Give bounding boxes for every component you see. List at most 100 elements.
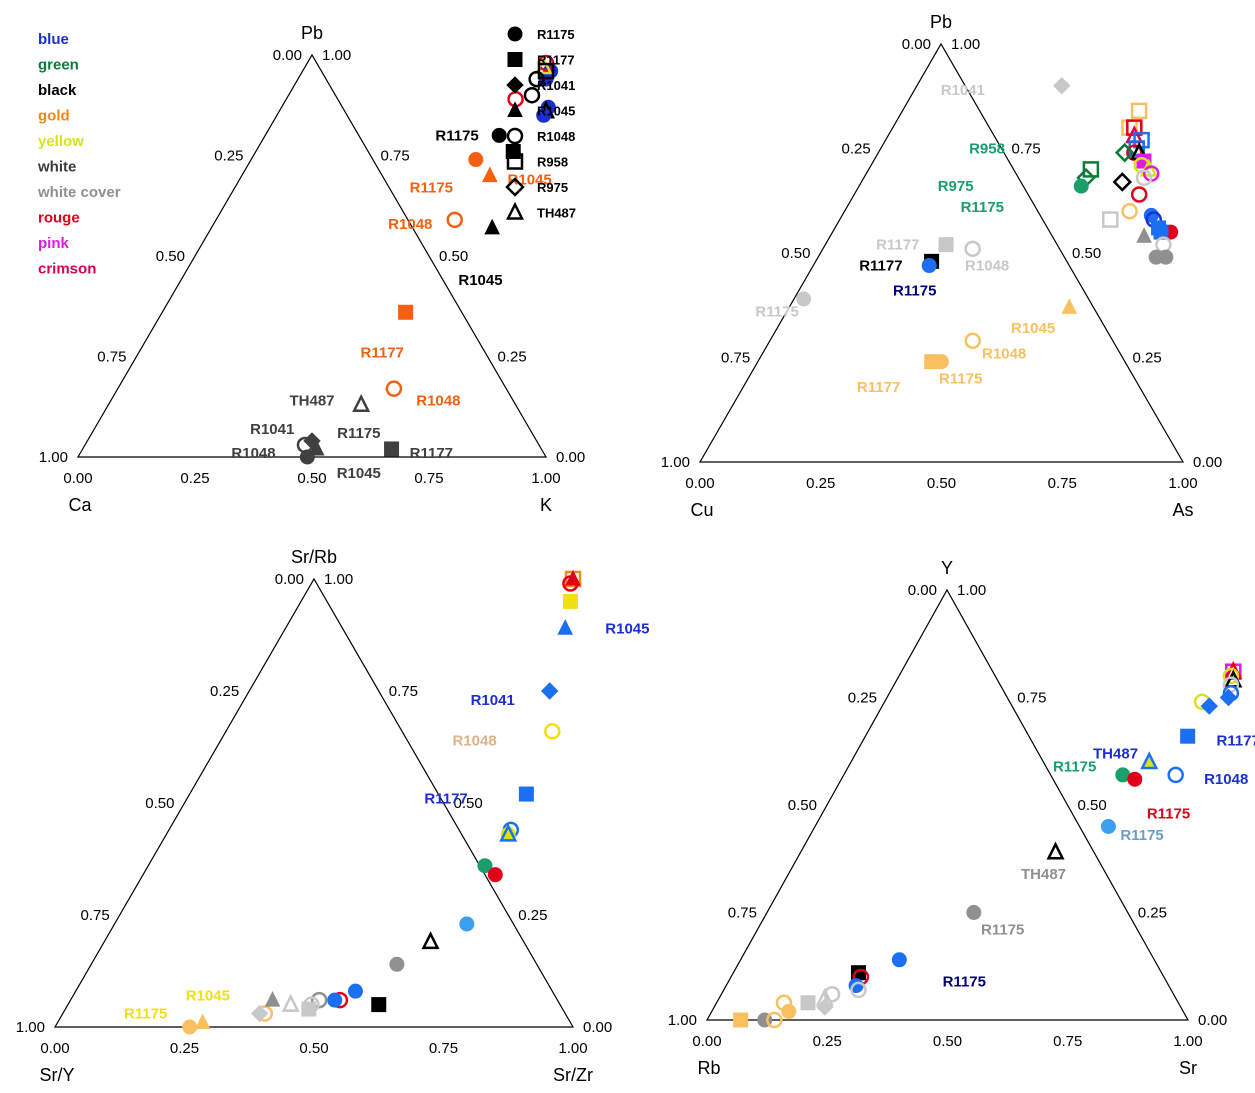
data-point-circle <box>1222 667 1240 685</box>
point-label: R1175 <box>939 370 982 387</box>
symbol-legend-label: R975 <box>537 180 568 195</box>
right-tick-label: 0.75 <box>381 148 410 165</box>
point-label: R1048 <box>452 732 496 749</box>
symbol-legend-label: R1177 <box>537 53 575 68</box>
base-tick-label: 0.25 <box>170 1040 199 1057</box>
base-tick-label: 0.50 <box>927 475 956 492</box>
base-tick-label: 1.00 <box>1173 1033 1202 1050</box>
color-legend-entry-gold: gold <box>38 108 70 125</box>
data-point-diamond <box>1200 697 1218 715</box>
right-tick-label: 0.25 <box>1138 905 1167 922</box>
data-point-circle <box>1155 236 1172 253</box>
data-point-triangle <box>507 101 523 117</box>
color-legend: blue green black gold yellow white white cover… <box>37 31 121 278</box>
ternary-triangle-outline <box>53 577 575 1028</box>
base-tick-label: 0.00 <box>692 1033 721 1050</box>
data-point-circle <box>299 449 315 465</box>
point-label: R1045 <box>605 620 649 637</box>
point-label: R1048 <box>1204 771 1248 788</box>
color-legend-entry-white-cover: white cover <box>37 184 121 201</box>
data-point-square <box>398 304 414 320</box>
base-tick-label: 0.75 <box>1053 1033 1082 1050</box>
data-point-diamond <box>1219 688 1238 707</box>
point-label: R1045 <box>458 272 502 289</box>
data-point-circle <box>1073 178 1089 194</box>
left-tick-label: 1.00 <box>668 1012 697 1029</box>
data-point-diamond <box>505 177 525 197</box>
point-label: R1041 <box>250 421 294 438</box>
data-point-circle <box>562 575 579 592</box>
data-point-circle <box>327 992 343 1008</box>
right-tick-label: 0.00 <box>583 1019 612 1036</box>
data-point-circle <box>1100 819 1116 834</box>
base-tick-label: 0.50 <box>933 1033 962 1050</box>
color-legend-entry-rouge: rouge <box>38 210 80 227</box>
point-label: R958 <box>969 141 1005 158</box>
right-vertex-label: Sr/Zr <box>553 1065 593 1085</box>
data-point-diamond <box>250 1004 269 1023</box>
data-point-diamond <box>1114 142 1135 163</box>
data-point-circle <box>528 70 545 88</box>
data-point-circle <box>966 905 982 920</box>
left-vertex-label: Rb <box>697 1058 720 1078</box>
point-label: R1041 <box>471 692 515 709</box>
left-tick-label: 0.00 <box>908 582 937 599</box>
point-label: R1175 <box>435 127 478 144</box>
left-tick-label: 0.75 <box>81 907 110 924</box>
left-tick-label: 0.50 <box>145 795 174 812</box>
point-label: R1045 <box>1011 320 1055 337</box>
base-tick-label: 0.50 <box>299 1040 328 1057</box>
data-point-circle <box>1130 186 1148 203</box>
data-point-square <box>301 1001 317 1017</box>
point-label: R1175 <box>981 922 1024 939</box>
point-label: R1177 <box>857 379 900 396</box>
left-vertex-label: Sr/Y <box>39 1065 74 1085</box>
symbol-legend-label: TH487 <box>537 206 576 221</box>
right-tick-label: 0.50 <box>439 248 468 265</box>
left-tick-label: 0.75 <box>721 350 750 367</box>
data-point-circle <box>891 952 907 968</box>
data-point-triangle <box>505 201 525 220</box>
data-point-square <box>1102 211 1119 228</box>
data-point-circle <box>446 211 463 229</box>
symbol-legend-label: R958 <box>537 155 568 170</box>
data-point-square <box>537 62 555 80</box>
data-point-diamond <box>816 998 834 1016</box>
data-point-triangle <box>1140 751 1159 770</box>
right-vertex-label: K <box>540 495 552 515</box>
symbol-legend-label: R1041 <box>537 78 575 93</box>
point-label: R1175 <box>961 199 1004 216</box>
data-point-circle <box>796 291 812 307</box>
left-tick-label: 0.25 <box>842 141 871 158</box>
point-label: R1177 <box>859 258 902 275</box>
point-label: R1175 <box>337 425 380 442</box>
data-point-circle <box>347 983 363 999</box>
data-point-circle <box>491 127 507 143</box>
base-tick-label: 1.00 <box>531 470 560 487</box>
right-tick-label: 1.00 <box>322 47 351 64</box>
data-point-triangle <box>352 393 371 412</box>
data-point-square <box>384 441 400 457</box>
left-tick-label: 0.50 <box>781 245 810 262</box>
color-legend-entry-white: white <box>37 159 76 176</box>
right-tick-label: 0.50 <box>454 795 483 812</box>
point-label: R1175 <box>755 304 798 321</box>
color-legend-entry-blue: blue <box>38 31 69 48</box>
left-tick-label: 0.00 <box>275 571 304 588</box>
top-vertex-label: Pb <box>301 23 323 43</box>
data-point-triangle <box>482 166 498 183</box>
point-label: R1177 <box>410 445 453 462</box>
data-point-square <box>506 153 524 170</box>
data-point-circle <box>933 354 949 370</box>
data-point-circle <box>487 867 503 883</box>
base-tick-label: 0.75 <box>414 470 443 487</box>
left-tick-label: 0.25 <box>214 148 243 165</box>
right-tick-label: 0.25 <box>1133 350 1162 367</box>
left-tick-label: 1.00 <box>661 454 690 471</box>
data-point-circle <box>781 1003 797 1019</box>
right-tick-label: 0.00 <box>556 449 585 466</box>
data-point-triangle <box>308 439 325 456</box>
data-point-circle <box>1135 169 1153 187</box>
base-tick-label: 0.25 <box>806 475 835 492</box>
base-tick-label: 0.00 <box>685 475 714 492</box>
